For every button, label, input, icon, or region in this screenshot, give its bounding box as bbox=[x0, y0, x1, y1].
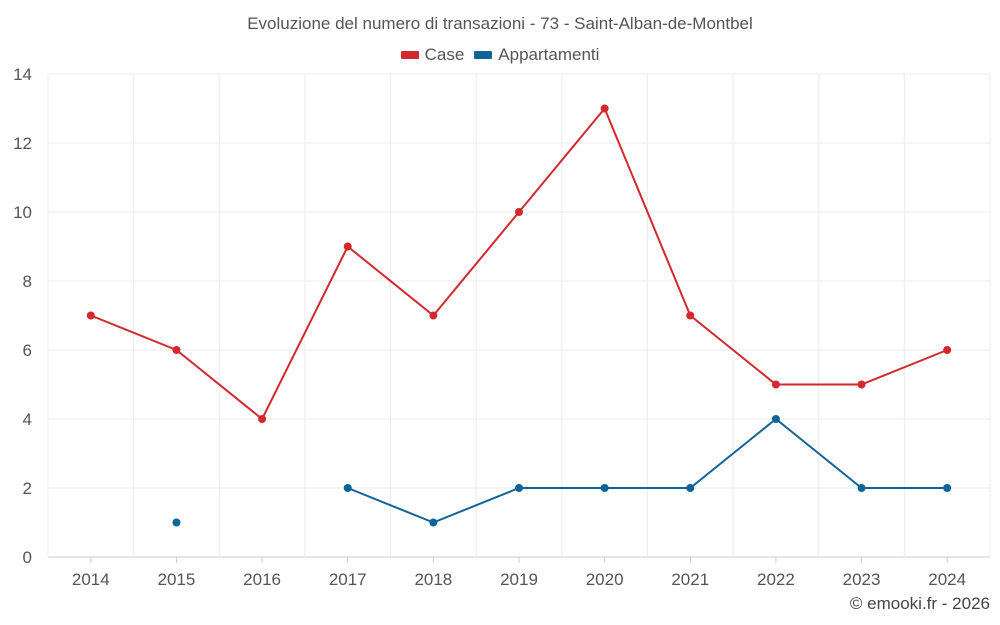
legend-swatch-case bbox=[400, 51, 419, 59]
data-point-case bbox=[515, 208, 523, 216]
x-tick-label: 2017 bbox=[329, 570, 367, 589]
y-tick-label: 14 bbox=[13, 65, 32, 84]
data-point-appartamenti bbox=[343, 484, 352, 492]
x-tick-label: 2021 bbox=[671, 570, 709, 589]
x-tick-label: 2015 bbox=[158, 570, 196, 589]
x-tick-label: 2022 bbox=[757, 570, 795, 589]
data-point-case bbox=[686, 311, 695, 320]
data-point-appartamenti bbox=[515, 484, 523, 492]
legend-item-case[interactable]: Case bbox=[400, 45, 465, 65]
data-point-case bbox=[429, 311, 438, 320]
y-tick-label: 8 bbox=[23, 272, 32, 291]
y-tick-label: 6 bbox=[23, 341, 32, 360]
legend-label-appartamenti: Appartamenti bbox=[498, 45, 600, 64]
legend-item-appartamenti[interactable]: Appartamenti bbox=[474, 45, 599, 65]
x-tick-label: 2014 bbox=[72, 570, 110, 589]
x-tick-label: 2020 bbox=[586, 570, 624, 589]
x-tick-label: 2019 bbox=[500, 570, 538, 589]
chart-title: Evoluzione del numero di transazioni - 7… bbox=[247, 14, 753, 33]
credit-text: © emooki.fr - 2026 bbox=[849, 594, 990, 613]
x-tick-label: 2023 bbox=[843, 570, 881, 589]
legend-label-case: Case bbox=[424, 45, 465, 64]
data-point-appartamenti bbox=[771, 415, 780, 423]
y-tick-label: 12 bbox=[13, 134, 32, 153]
data-point-appartamenti bbox=[600, 484, 609, 492]
y-tick-label: 0 bbox=[23, 548, 32, 567]
y-tick-label: 2 bbox=[23, 479, 32, 498]
data-point-case bbox=[771, 380, 780, 389]
data-point-appartamenti bbox=[857, 484, 866, 492]
series-line-appartamenti bbox=[347, 418, 948, 524]
data-point-appartamenti bbox=[943, 484, 952, 492]
data-point-case bbox=[172, 346, 181, 354]
y-tick-label: 4 bbox=[23, 410, 32, 429]
data-point-appartamenti bbox=[429, 518, 438, 527]
data-point-case bbox=[343, 242, 352, 251]
data-point-appartamenti bbox=[686, 484, 695, 492]
x-tick-label: 2018 bbox=[414, 570, 452, 589]
data-point-case bbox=[600, 104, 609, 113]
data-point-case bbox=[857, 380, 866, 389]
data-point-appartamenti bbox=[172, 518, 181, 527]
data-point-case bbox=[86, 311, 95, 320]
x-tick-label: 2024 bbox=[928, 570, 966, 589]
legend-swatch-appartamenti bbox=[474, 51, 493, 59]
x-tick-label: 2016 bbox=[243, 570, 281, 589]
data-point-case bbox=[258, 415, 267, 423]
chart-legend: Case Appartamenti bbox=[0, 45, 1000, 65]
data-point-case bbox=[943, 346, 952, 354]
y-tick-label: 10 bbox=[13, 203, 32, 222]
